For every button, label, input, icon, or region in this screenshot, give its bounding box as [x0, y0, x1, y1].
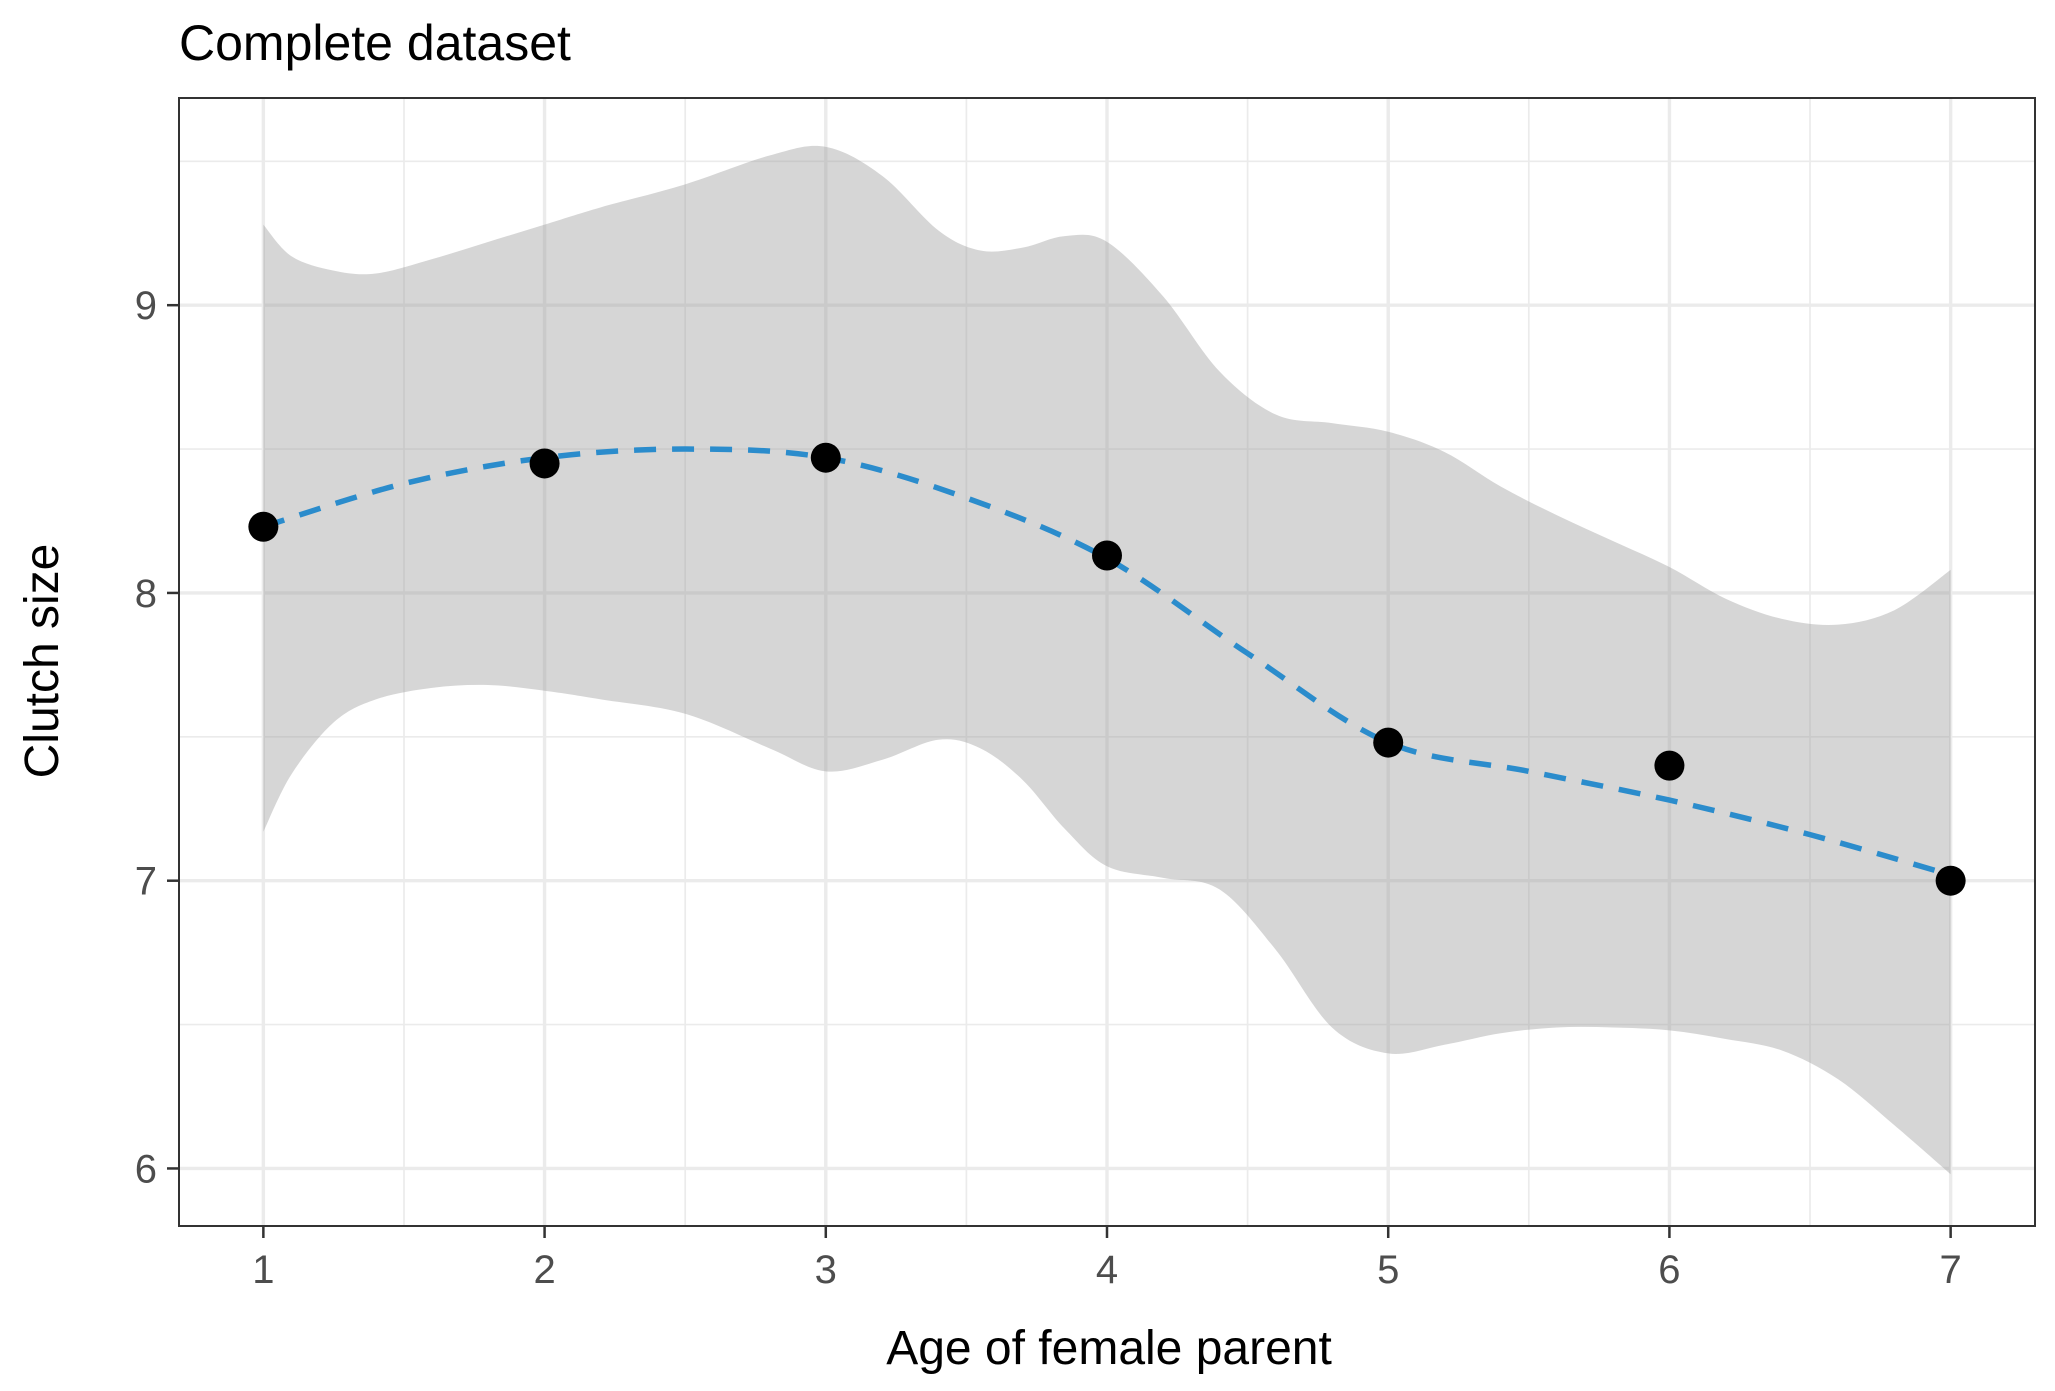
x-tick-label: 1: [252, 1248, 274, 1292]
y-tick-label: 6: [135, 1147, 157, 1191]
x-tick-label: 2: [533, 1248, 555, 1292]
data-point: [529, 448, 560, 479]
x-tick-label: 3: [815, 1248, 837, 1292]
data-points: [248, 442, 1966, 896]
x-tick-label: 4: [1096, 1248, 1118, 1292]
y-axis-label: Clutch size: [16, 544, 69, 779]
x-tick-label: 7: [1940, 1248, 1962, 1292]
data-point: [810, 442, 841, 473]
x-tick-label: 5: [1377, 1248, 1399, 1292]
data-point: [1654, 750, 1685, 781]
y-tick-label: 9: [135, 284, 157, 328]
grid: [179, 98, 2035, 1226]
y-tick-label: 8: [135, 572, 157, 616]
x-axis: 1 2 3 4 5 6 7: [252, 1226, 1962, 1292]
data-point: [1935, 865, 1966, 896]
x-tick-label: 6: [1658, 1248, 1680, 1292]
y-axis: 6 7 8 9: [135, 284, 179, 1191]
data-point: [248, 511, 279, 542]
y-tick-label: 7: [135, 860, 157, 904]
x-axis-label: Age of female parent: [886, 1322, 1332, 1375]
data-point: [1092, 540, 1122, 571]
chart-title: Complete dataset: [179, 15, 571, 71]
confidence-band: [263, 145, 1951, 1175]
data-point: [1373, 727, 1404, 758]
